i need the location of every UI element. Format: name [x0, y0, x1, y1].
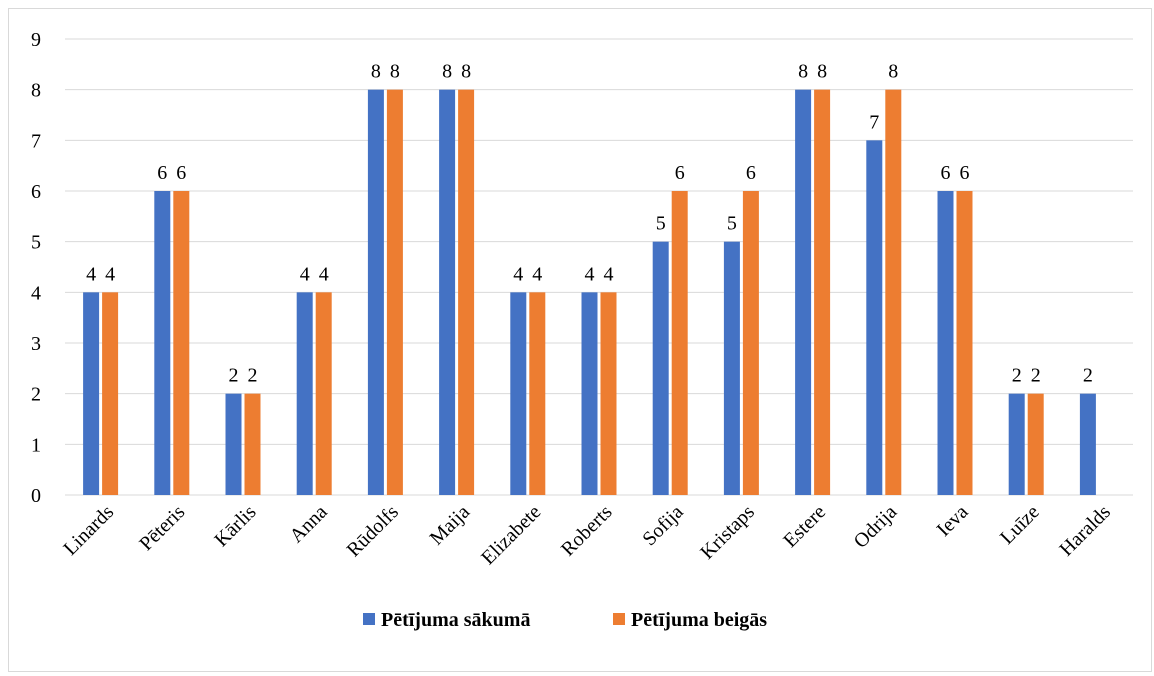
legend: Pētījuma sākumā Pētījuma beigās: [363, 609, 767, 631]
data-label: 6: [941, 162, 951, 184]
data-label: 4: [513, 263, 523, 285]
data-label: 5: [727, 213, 737, 235]
x-axis-ticks: Linards Pēteris Kārlis Anna Rūdolfs Maija Eliz…: [59, 501, 1115, 569]
bars: [83, 89, 1096, 496]
y-tick-label: 0: [31, 485, 41, 507]
x-tick-label: Kārlis: [210, 501, 260, 551]
y-tick-label: 7: [31, 130, 41, 152]
data-label: 8: [371, 61, 381, 83]
bar: [795, 89, 812, 496]
data-label: 8: [798, 61, 808, 83]
y-tick-label: 4: [31, 282, 41, 304]
x-tick-label: Haralds: [1055, 501, 1115, 561]
data-label: 4: [319, 263, 329, 285]
y-tick-label: 5: [31, 232, 41, 254]
data-label: 6: [960, 162, 970, 184]
bar: [1008, 393, 1025, 495]
data-label: 4: [105, 263, 115, 285]
data-label: 2: [1083, 365, 1093, 387]
bar: [244, 393, 261, 495]
bar: [386, 89, 403, 496]
bar: [1079, 393, 1096, 495]
legend-swatch: [613, 613, 625, 625]
legend-label: Pētījuma beigās: [631, 609, 767, 631]
bar: [102, 292, 119, 495]
bar: [173, 191, 190, 495]
bar: [581, 292, 598, 495]
bar: [225, 393, 242, 495]
bar: [814, 89, 831, 496]
data-label: 6: [176, 162, 186, 184]
x-tick-label: Linards: [59, 501, 118, 560]
bar: [866, 140, 883, 496]
data-label: 2: [248, 365, 258, 387]
x-tick-label: Roberts: [557, 501, 617, 561]
bar: [671, 191, 688, 495]
x-tick-label: Elizabete: [477, 501, 545, 569]
data-label: 5: [656, 213, 666, 235]
data-label: 4: [585, 263, 595, 285]
x-tick-label: Pēteris: [135, 501, 189, 555]
bar: [529, 292, 546, 495]
data-label: 6: [157, 162, 167, 184]
x-tick-label: Anna: [286, 501, 332, 547]
bar: [723, 241, 740, 495]
legend-swatch: [363, 613, 375, 625]
x-tick-label: Rūdolfs: [343, 501, 403, 561]
gridlines: [65, 38, 1133, 496]
x-tick-label: Maija: [426, 501, 475, 550]
data-label: 2: [1031, 365, 1041, 387]
data-label: 4: [532, 263, 542, 285]
data-label: 4: [604, 263, 614, 285]
bar: [885, 89, 902, 496]
x-tick-label: Kristaps: [696, 501, 759, 564]
data-label: 8: [817, 61, 827, 83]
bar: [600, 292, 617, 495]
data-label: 4: [86, 263, 96, 285]
y-tick-label: 3: [31, 333, 41, 355]
bar: [510, 292, 527, 495]
y-tick-label: 1: [31, 434, 41, 456]
y-tick-label: 8: [31, 80, 41, 102]
x-tick-label: Estere: [779, 501, 830, 552]
bar: [296, 292, 313, 495]
x-tick-label: Luīze: [996, 501, 1044, 549]
x-tick-label: Sofija: [638, 501, 687, 550]
bar: [1027, 393, 1044, 495]
data-label: 6: [675, 162, 685, 184]
data-label: 8: [461, 61, 471, 83]
bar: [937, 191, 954, 495]
data-label: 2: [1012, 365, 1022, 387]
bar: [83, 292, 100, 495]
data-label: 6: [746, 162, 756, 184]
data-label: 4: [300, 263, 310, 285]
data-label: 8: [888, 61, 898, 83]
legend-label: Pētījuma sākumā: [381, 609, 530, 631]
x-tick-label: Odrija: [850, 501, 902, 553]
bar: [154, 191, 171, 495]
bar: [439, 89, 456, 496]
data-label: 7: [869, 111, 879, 133]
bar: [652, 241, 669, 495]
data-label: 2: [229, 365, 239, 387]
x-tick-label: Ieva: [933, 501, 973, 541]
y-tick-label: 6: [31, 181, 41, 203]
bar: [742, 191, 759, 495]
data-label: 8: [442, 61, 452, 83]
y-tick-label: 2: [31, 384, 41, 406]
bar: [367, 89, 384, 496]
y-tick-label: 9: [31, 29, 41, 51]
bar: [956, 191, 973, 495]
bar: [315, 292, 332, 495]
y-axis-ticks: 0 1 2 3 4 5 6 7 8 9: [31, 29, 41, 507]
bar: [458, 89, 475, 496]
data-label: 8: [390, 61, 400, 83]
